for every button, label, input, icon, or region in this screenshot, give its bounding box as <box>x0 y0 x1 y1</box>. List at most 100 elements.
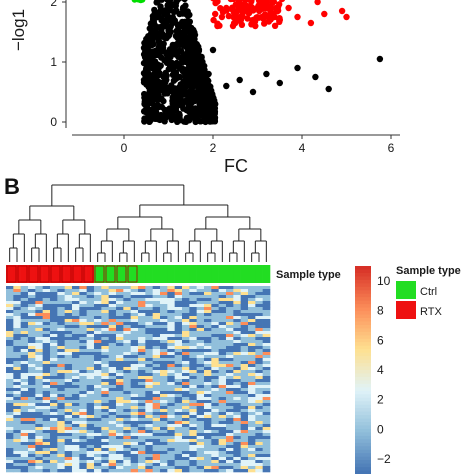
heatmap-cell <box>262 367 271 371</box>
heatmap-cell <box>262 343 271 347</box>
heatmap-cell <box>226 433 234 437</box>
heatmap-cell <box>152 451 161 455</box>
heatmap-cell <box>79 463 87 467</box>
heatmap-cell <box>64 364 73 368</box>
heatmap-cell <box>57 325 65 329</box>
heatmap-cell <box>240 400 249 404</box>
heatmap-cell <box>57 403 65 407</box>
heatmap-cell <box>174 469 183 473</box>
heatmap-cell <box>255 403 263 407</box>
heatmap-cell <box>64 358 73 362</box>
heatmap-cell <box>28 286 36 290</box>
heatmap-cell <box>123 385 131 389</box>
heatmap-cell <box>167 388 175 392</box>
scatter-point <box>189 44 196 51</box>
heatmap-cell <box>79 448 87 452</box>
heatmap-cell <box>167 361 175 365</box>
scatter-point-down <box>139 0 146 3</box>
heatmap-cell <box>189 316 197 320</box>
colorbar-segment <box>355 456 371 461</box>
colorbar-segment <box>355 331 371 336</box>
heatmap-cell <box>204 367 212 371</box>
heatmap-cell <box>138 298 146 302</box>
heatmap-cell <box>226 424 234 428</box>
heatmap-cell <box>123 469 131 473</box>
heatmap-cell <box>28 403 36 407</box>
heatmap-cell <box>94 319 102 323</box>
heatmap-cell <box>145 433 153 437</box>
heatmap-cell <box>6 340 14 344</box>
heatmap-cell <box>35 391 43 395</box>
heatmap-cell <box>57 358 65 362</box>
heatmap-cell <box>218 391 227 395</box>
heatmap-cell <box>35 298 43 302</box>
heatmap-cell <box>50 451 58 455</box>
heatmap-cell <box>57 343 65 347</box>
heatmap-cell <box>108 415 117 419</box>
heatmap-cell <box>57 445 65 449</box>
scatter-point <box>165 0 171 1</box>
heatmap-cell <box>226 406 234 410</box>
heatmap-cell <box>211 469 219 473</box>
scatter-point-up <box>294 13 301 21</box>
heatmap-cell <box>20 295 29 299</box>
heatmap-cell <box>262 349 271 353</box>
heatmap-cell <box>152 427 161 431</box>
colorbar-segment <box>355 328 371 333</box>
heatmap-cell <box>108 436 117 440</box>
heatmap-cell <box>42 343 51 347</box>
heatmap-cell <box>35 313 43 317</box>
heatmap-cell <box>262 340 271 344</box>
heatmap-cell <box>204 418 212 422</box>
heatmap-cell <box>130 313 139 317</box>
heatmap-cell <box>145 421 153 425</box>
scatter-point-neutral <box>294 64 301 72</box>
heatmap-cell <box>42 397 51 401</box>
heatmap-cell <box>86 316 95 320</box>
heatmap-cell <box>240 466 249 470</box>
scatter-point-up <box>254 4 261 12</box>
heatmap-cell <box>20 352 29 356</box>
scatter-point-up <box>261 20 268 27</box>
heatmap-cell <box>35 430 43 434</box>
scatter-point <box>208 93 215 100</box>
heatmap-cell <box>174 466 183 470</box>
heatmap-cell <box>218 343 227 347</box>
heatmap-cell <box>50 364 58 368</box>
heatmap-cell <box>13 418 21 422</box>
heatmap-cell <box>108 304 117 308</box>
heatmap-cell <box>233 382 241 386</box>
heatmap-cell <box>6 451 14 455</box>
heatmap-cell <box>108 394 117 398</box>
heatmap-cell <box>138 328 146 332</box>
heatmap-cell <box>72 322 80 326</box>
heatmap-cell <box>64 376 73 380</box>
heatmap-cell <box>64 334 73 338</box>
heatmap-cell <box>94 451 102 455</box>
heatmap-cell <box>145 430 153 434</box>
heatmap-cell <box>42 346 51 350</box>
heatmap-cell <box>248 298 256 302</box>
heatmap-cell <box>152 361 161 365</box>
heatmap-cell <box>262 310 271 314</box>
heatmap-cell <box>13 295 21 299</box>
heatmap-cell <box>130 325 139 329</box>
heatmap-cell <box>101 304 109 308</box>
heatmap-cell <box>248 349 256 353</box>
heatmap-cell <box>35 469 43 473</box>
heatmap-cell <box>42 451 51 455</box>
heatmap-cell <box>196 301 205 305</box>
heatmap-cell <box>35 358 43 362</box>
heatmap-cell <box>204 301 212 305</box>
heatmap-cell <box>233 313 241 317</box>
colorbar-tick-label: 4 <box>377 363 384 377</box>
heatmap-cell <box>182 412 190 416</box>
heatmap-cell <box>130 301 139 305</box>
heatmap-cell <box>94 376 102 380</box>
heatmap-cell <box>167 316 175 320</box>
heatmap-cell <box>20 394 29 398</box>
heatmap-cell <box>6 397 14 401</box>
heatmap-cell <box>20 385 29 389</box>
heatmap-cell <box>35 334 43 338</box>
heatmap-cell <box>123 337 131 341</box>
